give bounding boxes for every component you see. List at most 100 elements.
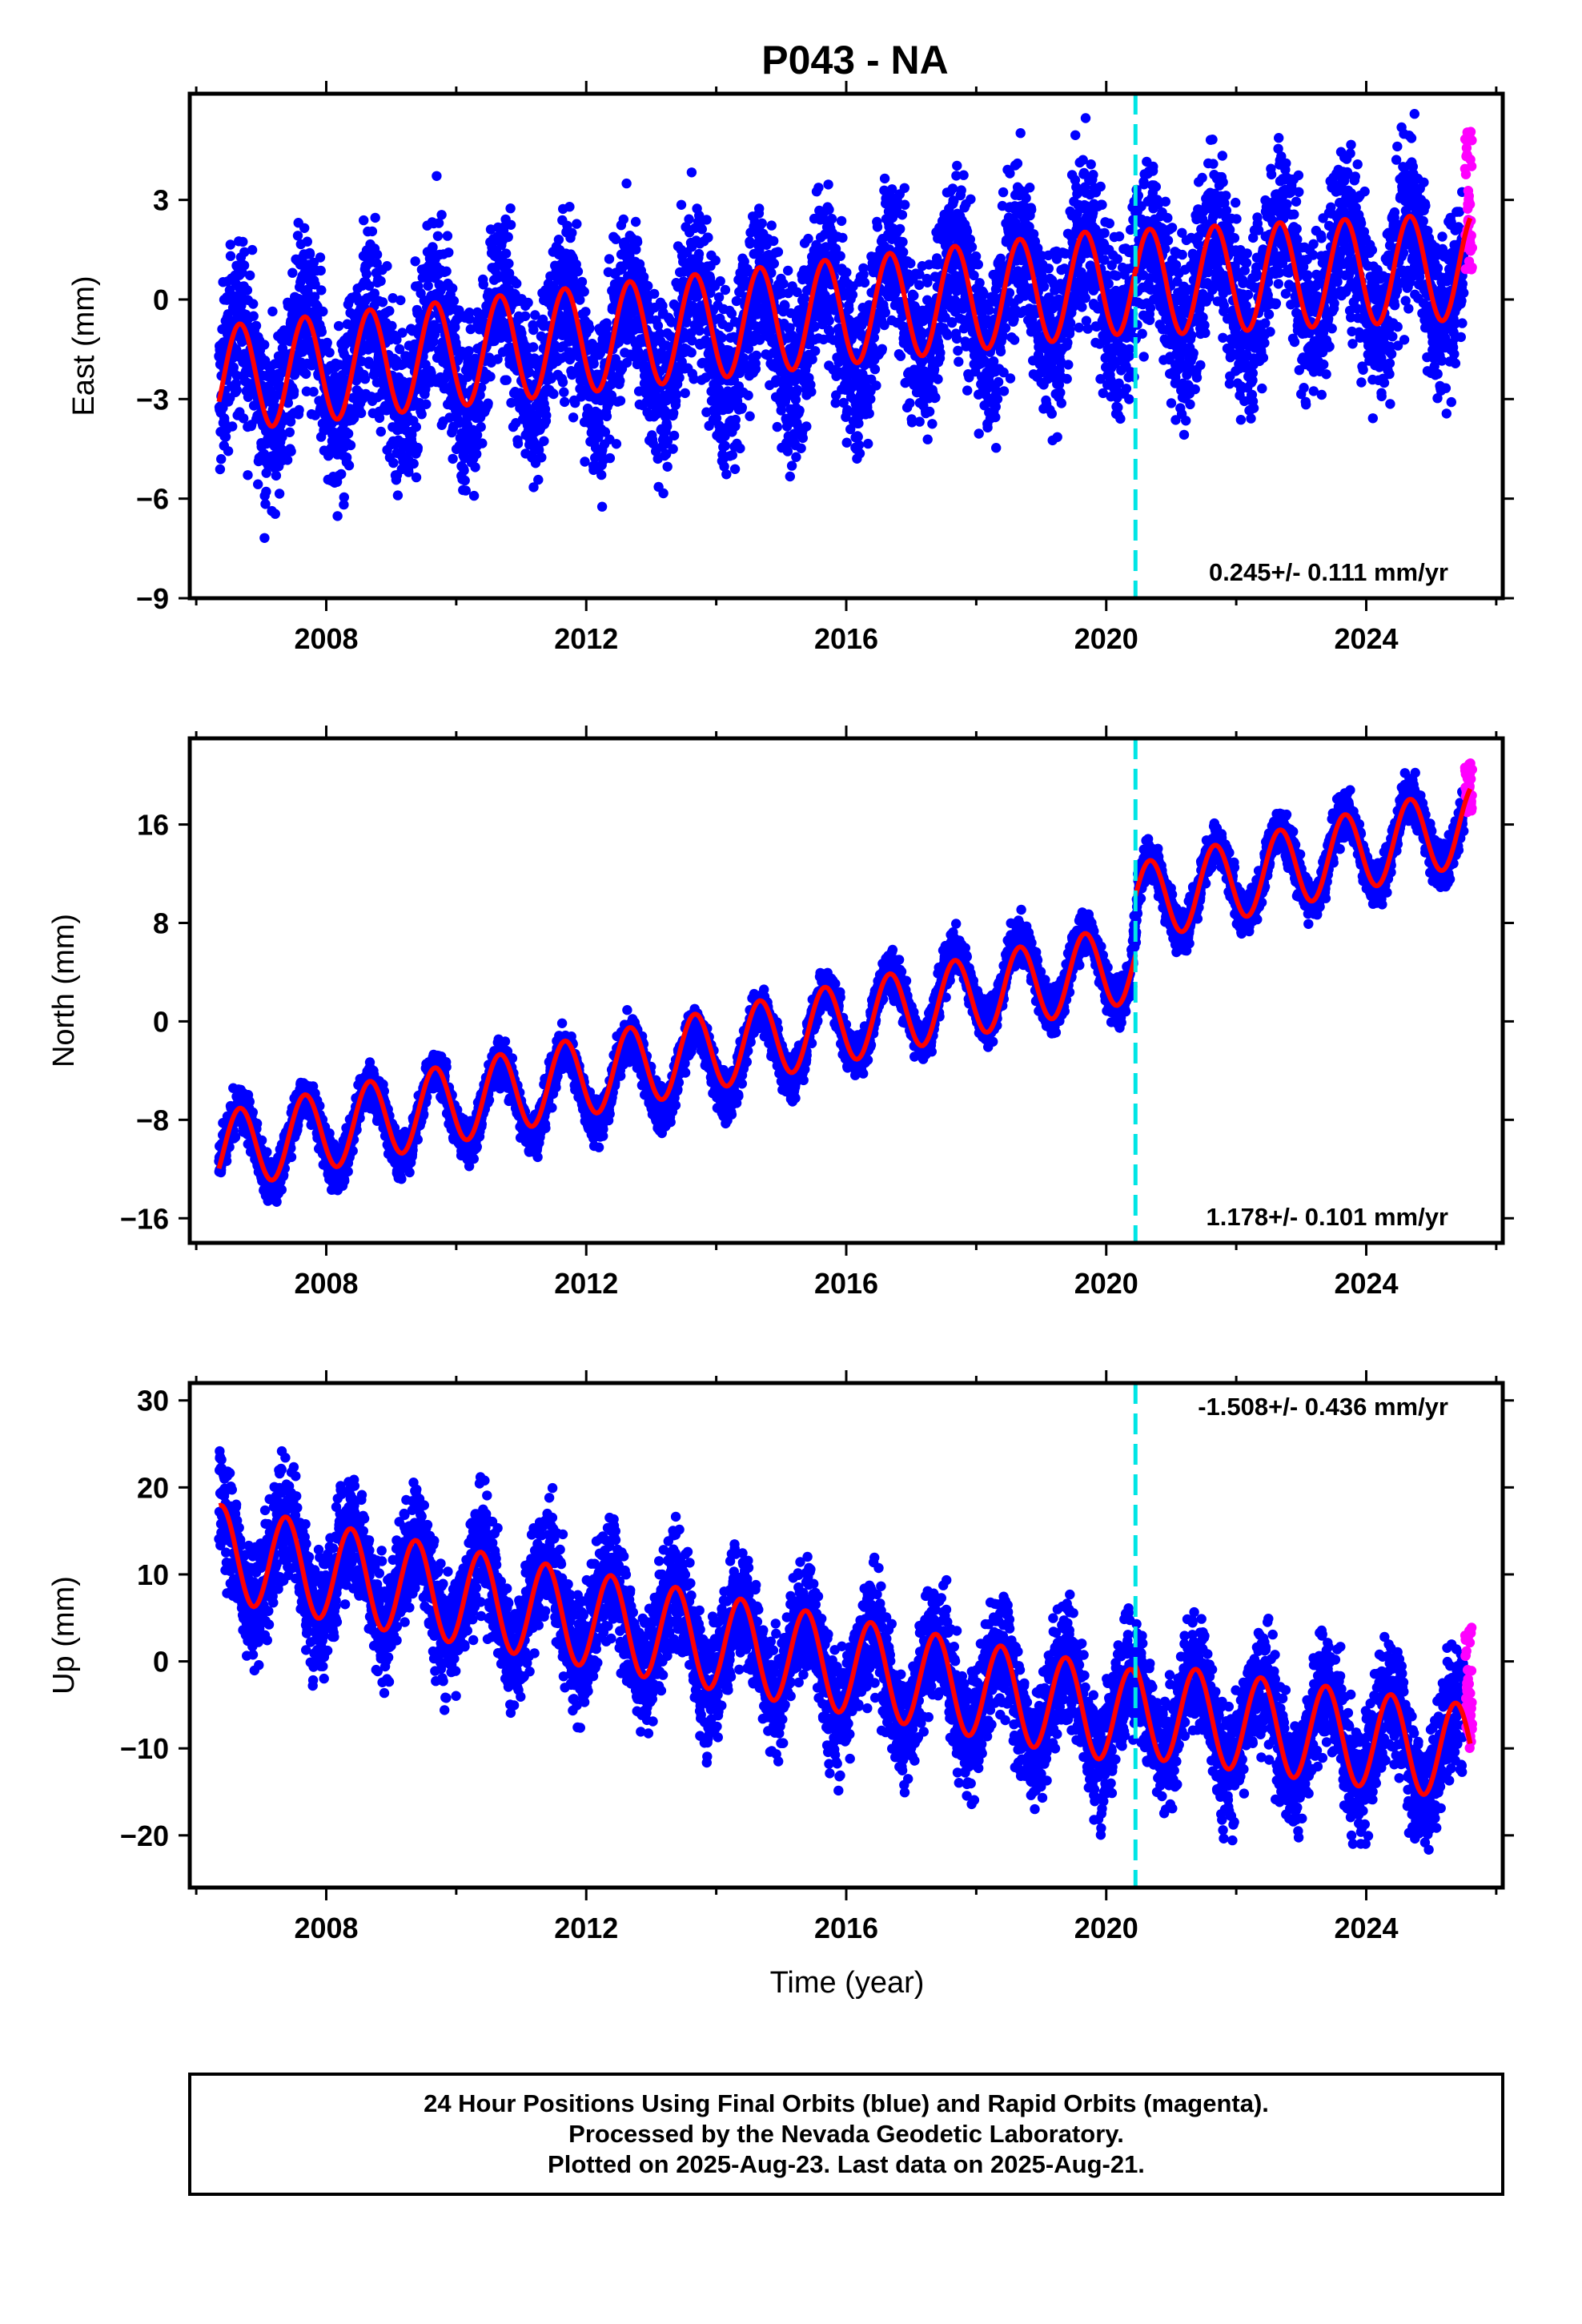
final-orbit-point — [220, 432, 231, 442]
final-orbit-point — [343, 428, 354, 439]
final-orbit-point — [998, 187, 1009, 198]
final-orbit-point — [223, 446, 234, 456]
final-orbit-point — [974, 278, 985, 288]
final-orbit-point — [336, 468, 347, 480]
final-orbit-point — [444, 247, 454, 258]
final-orbit-point — [416, 409, 427, 420]
final-orbit-point — [1009, 335, 1020, 345]
final-orbit-point — [803, 233, 813, 244]
final-orbit-point — [460, 485, 471, 496]
final-orbit-point — [483, 398, 493, 408]
final-orbit-point — [1145, 303, 1156, 313]
final-orbit-point — [248, 299, 259, 309]
final-orbit-point — [1021, 193, 1031, 203]
final-orbit-point — [869, 364, 881, 375]
final-orbit-point — [924, 406, 935, 417]
final-orbit-point — [1112, 254, 1123, 264]
final-orbit-point — [359, 374, 371, 384]
final-orbit-point — [288, 386, 299, 396]
final-orbit-point — [410, 256, 420, 267]
final-orbit-point — [294, 404, 304, 416]
final-orbit-point — [750, 364, 761, 374]
final-orbit-point — [604, 254, 615, 264]
final-orbit-point — [332, 511, 343, 521]
final-orbit-point — [286, 446, 296, 456]
final-orbit-point — [794, 405, 805, 416]
final-orbit-point — [367, 226, 378, 237]
final-orbit-point — [459, 465, 469, 476]
final-orbit-point — [375, 275, 386, 287]
final-orbit-point — [441, 266, 452, 276]
final-orbit-point — [836, 215, 847, 227]
final-orbit-point — [1115, 413, 1126, 424]
final-orbit-point — [239, 260, 250, 271]
final-orbit-point — [601, 411, 612, 422]
final-orbit-point — [1046, 408, 1058, 419]
final-orbit-point — [343, 460, 355, 471]
final-orbit-point — [271, 470, 282, 481]
final-orbit-point — [782, 446, 793, 456]
final-orbit-point — [377, 297, 388, 308]
final-orbit-point — [806, 387, 817, 397]
final-orbit-point — [412, 442, 423, 453]
final-orbit-point — [261, 468, 271, 478]
final-orbit-point — [392, 490, 404, 501]
final-orbit-point — [411, 472, 422, 483]
final-orbit-point — [301, 368, 311, 380]
final-orbit-point — [721, 469, 732, 480]
final-orbit-point — [1012, 158, 1023, 169]
final-orbit-point — [993, 376, 1004, 388]
final-orbit-point — [1144, 315, 1155, 325]
final-orbit-point — [1070, 130, 1081, 140]
final-orbit-point — [270, 509, 280, 519]
final-orbit-point — [1097, 199, 1107, 210]
final-orbit-point — [274, 489, 285, 499]
final-orbit-point — [837, 232, 848, 243]
final-orbit-point — [1124, 394, 1134, 404]
final-orbit-point — [990, 412, 1001, 423]
final-orbit-point — [523, 297, 533, 308]
final-orbit-point — [245, 270, 255, 281]
final-orbit-point — [951, 333, 962, 344]
final-orbit-point — [895, 351, 906, 361]
final-orbit-point — [470, 462, 480, 472]
final-orbit-point — [785, 471, 795, 482]
final-orbit-point — [512, 438, 524, 449]
final-orbit-point — [302, 236, 312, 247]
final-orbit-point — [505, 219, 516, 230]
final-orbit-point — [1103, 279, 1114, 289]
final-orbit-point — [316, 327, 327, 337]
final-orbit-point — [533, 474, 544, 485]
final-orbit-point — [316, 285, 327, 296]
final-orbit-point — [669, 430, 680, 441]
final-orbit-point — [1055, 388, 1066, 398]
final-orbit-point — [260, 499, 271, 509]
final-orbit-point — [267, 306, 278, 317]
final-orbit-point — [766, 220, 777, 231]
final-orbit-point — [909, 290, 919, 301]
final-orbit-point — [796, 443, 806, 453]
final-orbit-point — [769, 258, 779, 269]
final-orbit-point — [686, 348, 697, 358]
final-orbit-point — [572, 219, 582, 229]
final-orbit-point — [841, 267, 852, 278]
final-orbit-point — [345, 440, 356, 451]
final-orbit-point — [638, 271, 649, 282]
final-orbit-point — [557, 377, 568, 388]
final-orbit-point — [304, 249, 315, 259]
final-orbit-point — [528, 324, 539, 336]
final-orbit-point — [1056, 398, 1067, 408]
final-orbit-point — [309, 292, 320, 302]
final-orbit-point — [966, 194, 976, 204]
final-orbit-point — [823, 179, 833, 190]
final-orbit-point — [1095, 181, 1106, 192]
final-orbit-point — [1114, 231, 1125, 242]
final-orbit-point — [225, 251, 236, 261]
final-orbit-point — [259, 340, 270, 350]
final-orbit-point — [504, 258, 514, 269]
final-orbit-point — [914, 416, 925, 427]
final-orbit-point — [897, 236, 908, 247]
final-orbit-point — [1080, 113, 1091, 123]
final-orbit-point — [824, 316, 834, 326]
